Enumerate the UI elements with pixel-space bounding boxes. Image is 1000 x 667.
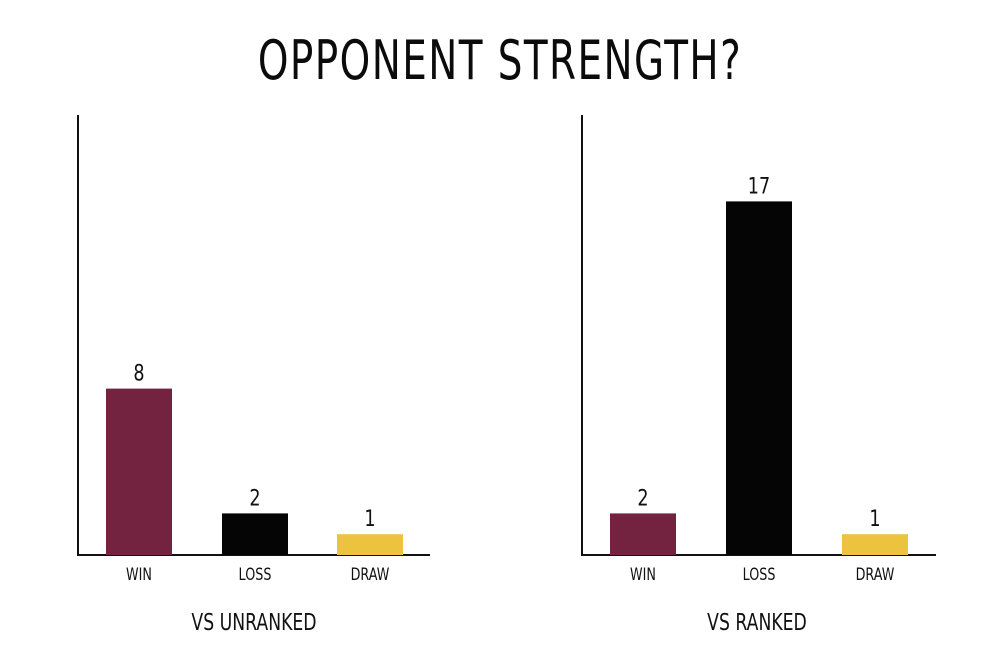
tick-label-win: WIN: [126, 564, 152, 584]
tick-label-draw: DRAW: [856, 564, 895, 584]
bar-loss-unranked: [222, 513, 288, 555]
tick-label-win: WIN: [630, 564, 656, 584]
bar-win-ranked: [610, 513, 676, 555]
chart-vs-unranked: 8 WIN 2 LOSS 1 DRAW VS UNRANKED: [77, 115, 430, 636]
tick-label-draw: DRAW: [351, 564, 390, 584]
x-axis-title: VS UNRANKED: [191, 609, 316, 636]
bar-draw-ranked: [842, 534, 908, 555]
bar-win-unranked: [106, 388, 172, 555]
data-label-draw: 1: [869, 506, 880, 531]
data-label-win: 8: [133, 361, 144, 386]
bar-draw-unranked: [337, 534, 403, 555]
bar-loss-ranked: [726, 201, 792, 555]
tick-label-loss: LOSS: [239, 564, 272, 584]
data-label-win: 2: [637, 486, 648, 511]
data-label-loss: 2: [249, 486, 260, 511]
chart-vs-ranked: 2 WIN 17 LOSS 1 DRAW VS RANKED: [581, 115, 936, 636]
x-axis-title: VS RANKED: [707, 609, 807, 636]
tick-label-loss: LOSS: [743, 564, 776, 584]
data-label-loss: 17: [748, 174, 770, 199]
data-label-draw: 1: [364, 506, 375, 531]
page-title: OPPONENT STRENGTH?: [257, 29, 743, 92]
